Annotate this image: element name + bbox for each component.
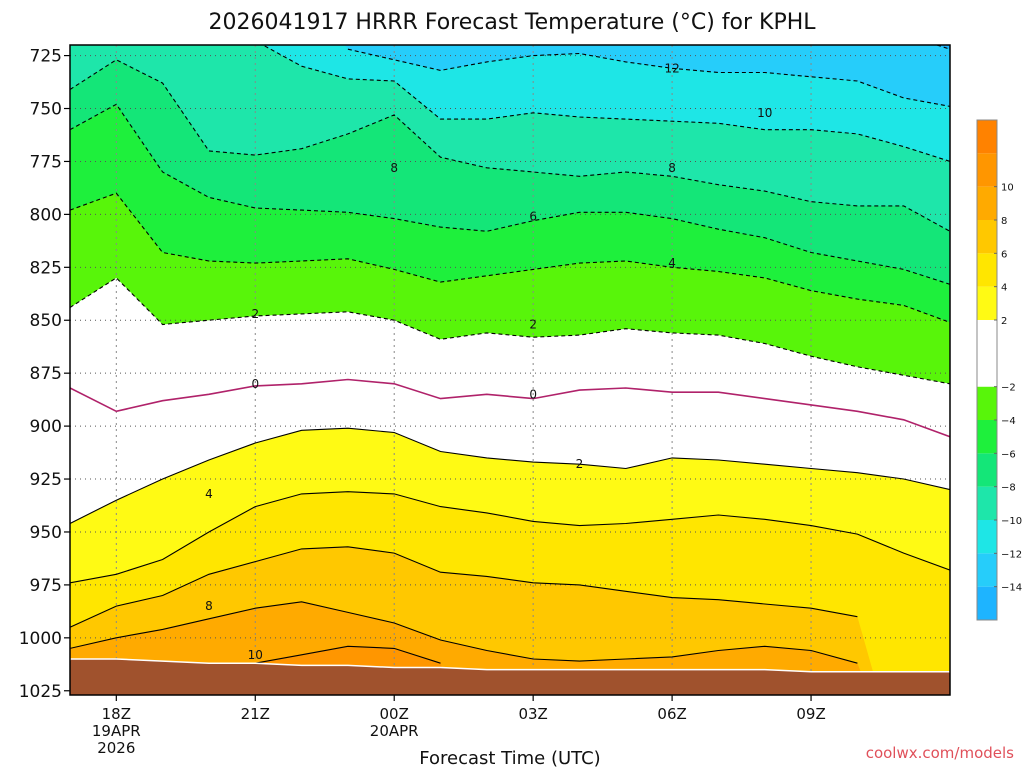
colorbar-bin-10-12 (977, 153, 997, 187)
contour-label-10: 10 (757, 106, 772, 120)
chart-title: 2026041917 HRRR Forecast Temperature (°C… (208, 10, 816, 35)
x-tick-label-03Z: 03Z (518, 705, 547, 723)
colorbar-label-−10: −10 (1001, 516, 1022, 527)
y-tick-label-900: 900 (30, 417, 62, 437)
colorbar-bin--2-2 (977, 320, 997, 387)
temperature-bands (70, 45, 950, 695)
colorbar-bin--14--12 (977, 553, 997, 587)
y-tick-label-950: 950 (30, 523, 62, 543)
isotherm-4 (70, 491, 950, 584)
colorbar-label-4: 4 (1001, 283, 1007, 294)
contour-label-4: 4 (205, 487, 213, 501)
y-tick-label-1025: 1025 (19, 682, 62, 702)
contour-label-2: 2 (576, 457, 584, 471)
contour-label-6: 6 (529, 209, 537, 223)
y-tick-label-975: 975 (30, 576, 62, 596)
contour-label-10: 10 (248, 648, 263, 662)
colorbar-bin-2-4 (977, 286, 997, 320)
x-tick-label-09Z: 09Z (796, 705, 825, 723)
colorbar-label-2: 2 (1001, 316, 1007, 327)
y-tick-label-750: 750 (30, 100, 62, 120)
y-tick-label-800: 800 (30, 205, 62, 225)
colorbar-label-−14: −14 (1001, 583, 1022, 594)
x-tick-sublabel-2026: 2026 (97, 739, 135, 757)
contour-label-0: 0 (251, 377, 259, 391)
contour-label-12: 12 (664, 61, 679, 75)
contour-label-0: 0 (529, 387, 537, 401)
colorbar-bin-8-10 (977, 186, 997, 220)
isotherm-minus8 (70, 59, 950, 232)
colorbar-label-−6: −6 (1001, 449, 1016, 460)
contour-labels: 10 8 4 2 0 0 2 2 4 6 8 8 10 12 (205, 61, 772, 661)
contour-label-2: 2 (529, 317, 537, 331)
x-tick-sublabel-19APR: 19APR (92, 722, 141, 740)
surface-terrain (70, 658, 950, 695)
contour-label-8: 8 (668, 161, 676, 175)
y-tick-label-850: 850 (30, 311, 62, 331)
contour-label-2: 2 (251, 307, 259, 321)
colorbar-label-10: 10 (1001, 183, 1014, 194)
x-tick-label-18Z: 18Z (102, 705, 131, 723)
colorbar-label-−2: −2 (1001, 383, 1016, 394)
x-tick-label-00Z: 00Z (380, 705, 409, 723)
y-tick-label-825: 825 (30, 258, 62, 278)
x-tick-label-21Z: 21Z (241, 705, 270, 723)
colorbar-label-6: 6 (1001, 249, 1007, 260)
colorbar-bin-4-6 (977, 253, 997, 287)
contour-label-8: 8 (390, 161, 398, 175)
isotherm-2 (70, 427, 950, 524)
isotherm-6 (70, 546, 858, 628)
surface-ground (70, 658, 950, 695)
isotherm-10 (255, 645, 441, 664)
isotherm-lines (70, 45, 950, 664)
colorbar-bin--6--4 (977, 420, 997, 454)
plot-area: 10 8 4 2 0 0 2 2 4 6 8 8 10 12 (70, 45, 950, 695)
y-tick-label-925: 925 (30, 470, 62, 490)
isotherm-minus6 (70, 103, 950, 285)
y-tick-label-775: 775 (30, 152, 62, 172)
colorbar-frame (976, 119, 998, 621)
isotherm-0 (70, 378, 950, 438)
credit-text: coolwx.com/models (866, 744, 1014, 762)
colorbar-bin--4--2 (977, 386, 997, 420)
isotherm-8 (70, 601, 858, 664)
isotherm-minus12 (347, 48, 950, 107)
y-tick-label-725: 725 (30, 47, 62, 67)
x-tick-label-06Z: 06Z (657, 705, 686, 723)
y-tick-label-875: 875 (30, 364, 62, 384)
colorbar-label-8: 8 (1001, 216, 1007, 227)
colorbar-label-−12: −12 (1001, 549, 1022, 560)
y-axis: 725 750 775 800 825 850 875 900 925 950 975 1000 102… (19, 47, 70, 702)
contour-label-8: 8 (205, 599, 213, 613)
colorbar: 10 8 6 4 2 −2 −4 −6 −8 −10 −12 −14 (976, 119, 1022, 621)
colorbar-label-−4: −4 (1001, 416, 1016, 427)
colorbar-bin--8--6 (977, 453, 997, 487)
plot-frame (69, 44, 951, 696)
isotherm-minus4 (70, 192, 950, 323)
colorbar-bin--16--14 (977, 586, 997, 620)
colorbar-bin-12-14 (977, 120, 997, 154)
y-tick-label-1000: 1000 (19, 629, 62, 649)
colorbar-bin-6-8 (977, 220, 997, 254)
colorbar-label-−8: −8 (1001, 483, 1016, 494)
x-tick-sublabel-20APR: 20APR (370, 722, 419, 740)
isotherm-minus10 (261, 45, 950, 162)
x-axis-label: Forecast Time (UTC) (419, 748, 600, 768)
colorbar-bin--10--8 (977, 486, 997, 520)
contour-label-4: 4 (668, 256, 676, 270)
grid-lines (70, 45, 950, 695)
colorbar-bin--12--10 (977, 520, 997, 554)
